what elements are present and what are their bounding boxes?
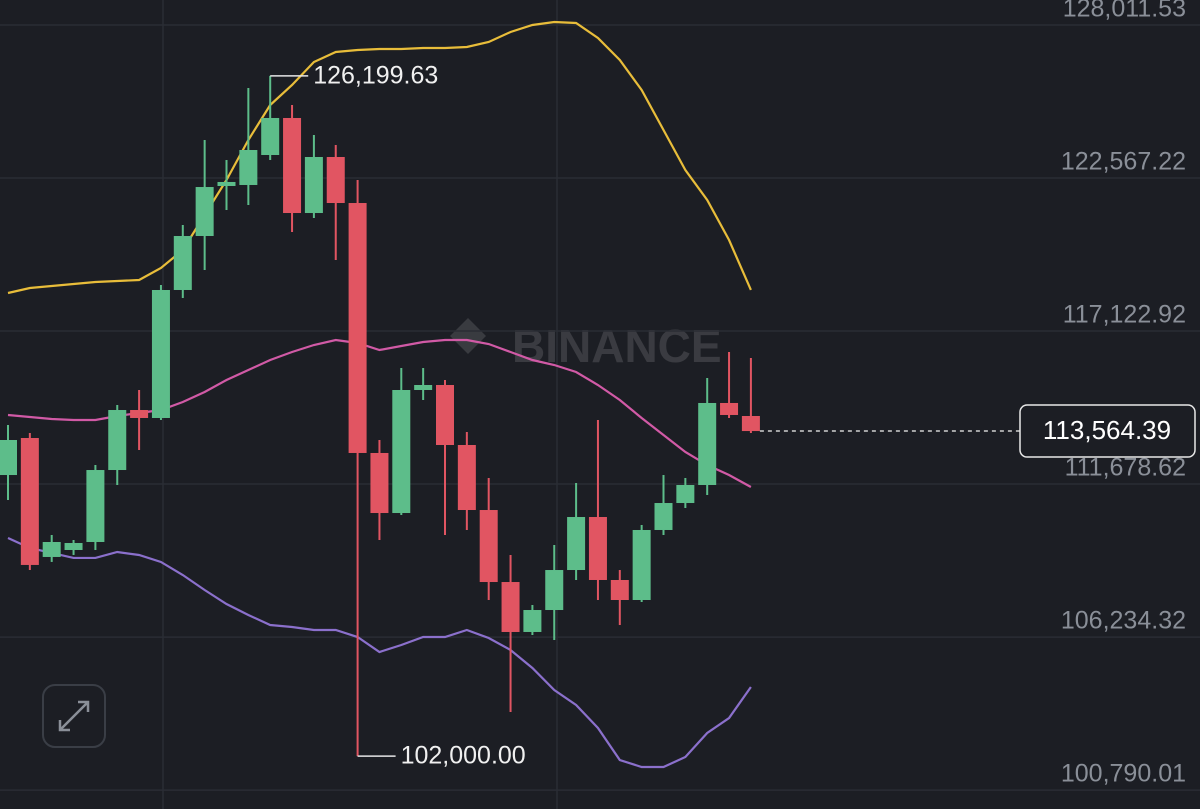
candle-body: [545, 570, 564, 611]
expand-icon: [58, 700, 90, 732]
y-tick-label: 128,011.53: [1063, 0, 1186, 23]
candle-body: [720, 402, 739, 415]
candle-body: [523, 610, 542, 632]
candle-body: [217, 181, 236, 187]
candle-body: [239, 150, 258, 185]
candle-body: [370, 452, 389, 514]
y-tick-label: 122,567.22: [1061, 148, 1186, 176]
candle-body: [588, 517, 607, 580]
candle-body: [741, 415, 760, 432]
low-label: 102,000.00: [401, 742, 526, 770]
candle-body: [676, 484, 695, 504]
candle-body: [173, 236, 192, 290]
last-price-box: [1019, 404, 1196, 458]
candles: [0, 75, 760, 757]
candle-body: [42, 541, 61, 557]
band-line: [7, 536, 752, 769]
candle-body: [654, 503, 673, 530]
candle-body: [392, 389, 411, 514]
candle-body: [632, 529, 651, 601]
candle-body: [501, 582, 520, 632]
band-line: [7, 20, 752, 295]
candle-body: [304, 156, 323, 214]
last-price-label: 113,564.39: [1043, 415, 1171, 445]
grid: 128,011.53 122,567.22 117,122.92 111,678.62…: [0, 0, 1200, 791]
annotations: 126,199.63 102,000.00 113,564.39: [270, 62, 1196, 770]
watermark-logo: [450, 318, 486, 354]
candle-body: [64, 543, 83, 551]
candle-body: [326, 156, 345, 204]
candle-body: [108, 410, 127, 471]
expand-button[interactable]: [42, 684, 106, 748]
candle-body: [0, 439, 17, 476]
candle-body: [283, 117, 302, 214]
candle-body: [348, 203, 367, 453]
candle-body: [130, 410, 149, 418]
y-tick-label: 100,790.01: [1061, 760, 1186, 788]
expand-button-frame[interactable]: [42, 684, 106, 748]
candle-body: [479, 510, 498, 583]
candle-body: [610, 579, 629, 601]
candle-body: [698, 402, 717, 485]
y-tick-label: 117,122.92: [1063, 301, 1186, 329]
candle-body: [20, 438, 39, 565]
candle-body: [261, 117, 280, 156]
candle-body: [457, 445, 476, 511]
candle-body: [195, 187, 214, 237]
watermark-text: BINANCE: [512, 320, 722, 372]
candle-body: [436, 384, 454, 446]
y-tick-label: 106,234.32: [1061, 607, 1186, 635]
candle-body: [414, 384, 433, 390]
y-tick-label: 111,678.62: [1065, 454, 1186, 482]
candle-body: [151, 289, 170, 418]
candle-body: [567, 517, 586, 571]
high-label: 126,199.63: [313, 62, 438, 90]
candle-body: [86, 470, 105, 542]
